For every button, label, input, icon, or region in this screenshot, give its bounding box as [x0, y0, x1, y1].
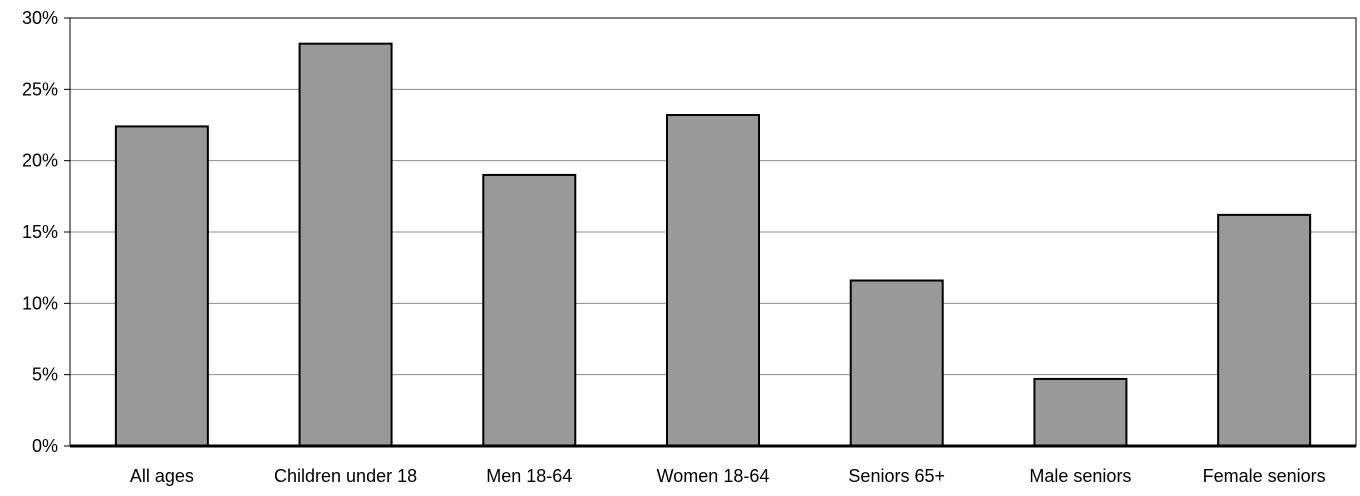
y-tick-label: 25% [22, 79, 58, 99]
x-tick-label: Seniors 65+ [848, 466, 945, 486]
bar [1033, 377, 1128, 447]
bar [298, 42, 393, 448]
x-tick-label: Female seniors [1203, 466, 1326, 486]
y-tick-label: 30% [22, 8, 58, 28]
x-tick-label: Male seniors [1029, 466, 1131, 486]
y-tick-label: 5% [32, 365, 58, 385]
bar [482, 173, 577, 448]
bar [114, 125, 209, 447]
y-tick-label: 0% [32, 436, 58, 456]
bar [1217, 213, 1312, 447]
bars [114, 42, 1312, 448]
bar [666, 114, 760, 447]
y-tick-label: 15% [22, 222, 58, 242]
x-tick-label: Men 18-64 [486, 466, 572, 486]
y-tick-label: 10% [22, 293, 58, 313]
bar [849, 279, 944, 447]
x-tick-label: Women 18-64 [657, 466, 770, 486]
x-tick-label: All ages [130, 466, 194, 486]
y-axis-ticks: 0% 5% 10% 15% 20% 25% 30% [22, 8, 70, 456]
x-tick-label: Children under 18 [274, 466, 417, 486]
x-axis-labels: All ages Children under 18 Men 18-64 Women … [130, 466, 1326, 486]
y-tick-label: 20% [22, 151, 58, 171]
